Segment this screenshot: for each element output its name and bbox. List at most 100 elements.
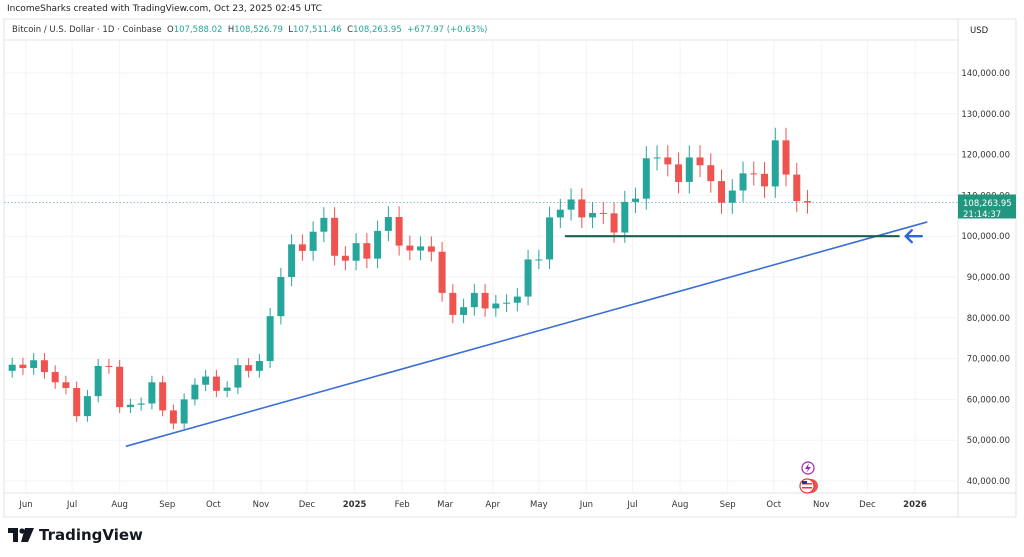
candle-down — [19, 364, 27, 368]
candle-up — [546, 217, 554, 260]
drawings[interactable] — [125, 221, 928, 448]
price-tick-label: 140,000.00 — [961, 69, 1010, 79]
time-axis[interactable]: Jun Jul Aug Sep Oct Nov Dec 2025 Feb Mar Apr May Jun… — [18, 500, 927, 510]
candle-down — [599, 212, 607, 214]
currency-label[interactable]: USD — [970, 26, 989, 36]
candle-up — [202, 376, 210, 385]
candle-up — [309, 231, 317, 251]
candle-down — [481, 292, 489, 309]
price-tick-label: 120,000.00 — [961, 151, 1010, 161]
candle-up — [255, 361, 263, 371]
candle-up — [728, 190, 736, 203]
candle-down — [169, 410, 177, 424]
time-tick-label: Feb — [395, 500, 410, 510]
close-label: C — [347, 25, 354, 35]
time-tick-label: 2025 — [343, 500, 367, 510]
candle-up — [180, 399, 188, 424]
candles — [8, 127, 812, 429]
high-label: H — [227, 25, 235, 35]
price-tick-label: 60,000.00 — [967, 395, 1010, 405]
candle-up — [771, 140, 779, 187]
open-label: O — [167, 25, 174, 35]
candle-up — [556, 209, 564, 218]
candle-down — [331, 217, 339, 256]
candle-up — [374, 230, 382, 259]
candle-down — [793, 174, 801, 202]
time-tick-label: Oct — [206, 500, 221, 510]
event-icons[interactable] — [799, 461, 818, 494]
candle-up — [191, 384, 199, 400]
price-tick-label: 80,000.00 — [967, 314, 1010, 324]
candle-down — [438, 251, 446, 293]
low-label: L — [288, 25, 294, 35]
candle-down — [363, 243, 371, 259]
candle-up — [83, 396, 91, 417]
arrow-left-icon — [904, 229, 923, 244]
time-tick-label: Nov — [813, 500, 830, 510]
candle-down — [696, 157, 704, 166]
candle-down — [406, 245, 414, 251]
candle-up — [739, 173, 747, 191]
change-value: +677.97 (+0.63%) — [407, 25, 488, 35]
candle-up — [148, 382, 156, 404]
price-tick-label: 130,000.00 — [961, 110, 1010, 120]
time-tick-label: Sep — [720, 500, 736, 510]
candle-up — [223, 387, 231, 391]
candle-down — [664, 157, 672, 165]
candle-down — [610, 213, 618, 233]
price-tick-label: 70,000.00 — [967, 355, 1010, 365]
time-tick-label: Jul — [66, 500, 77, 510]
candle-down — [718, 181, 726, 203]
time-tick-label: Mar — [437, 500, 454, 510]
high-value: 108,526.79 — [234, 25, 283, 35]
candle-down — [116, 366, 124, 408]
candle-up — [524, 259, 532, 297]
candle-down — [578, 199, 586, 218]
candle-up — [503, 302, 511, 304]
ascending-trendline[interactable] — [125, 221, 928, 448]
candle-down — [782, 140, 790, 175]
time-tick-label: Dec — [299, 500, 316, 510]
price-tick-label: 40,000.00 — [967, 477, 1010, 487]
price-axis[interactable]: 140,000.00130,000.00120,000.00110,000.00… — [961, 69, 1010, 487]
time-tick-label: Oct — [766, 500, 781, 510]
price-tag-box — [958, 194, 1016, 219]
candle-up — [513, 296, 521, 303]
candle-up — [234, 365, 242, 388]
time-tick-label: Jun — [579, 500, 593, 510]
time-tick-label: Sep — [159, 500, 175, 510]
symbol-legend: Bitcoin / U.S. Dollar · 1D · Coinbase O1… — [12, 25, 487, 35]
candle-up — [384, 217, 392, 231]
candle-up — [137, 403, 145, 405]
time-tick-label: Jul — [626, 500, 637, 510]
candle-down — [804, 201, 812, 203]
candle-down — [212, 376, 220, 391]
candle-up — [126, 404, 134, 408]
price-tick-label: 50,000.00 — [967, 436, 1010, 446]
candle-down — [449, 292, 457, 315]
tradingview-logo[interactable]: TradingView — [8, 526, 143, 544]
time-tick-label: May — [530, 500, 548, 510]
candle-up — [621, 201, 629, 233]
price-tag-value: 108,263.95 — [963, 199, 1012, 209]
candle-up — [266, 316, 274, 362]
candle-down — [395, 217, 403, 246]
candle-up — [492, 303, 500, 309]
time-tick-label: Aug — [672, 500, 689, 510]
candle-down — [750, 173, 758, 175]
candle-down — [427, 246, 435, 252]
flag-stripe-icon — [802, 487, 812, 489]
candle-down — [341, 255, 349, 261]
candle-down — [761, 173, 769, 187]
candle-up — [632, 198, 640, 202]
time-tick-label: 2026 — [903, 500, 927, 510]
symbol-name[interactable]: Bitcoin / U.S. Dollar · 1D · Coinbase — [12, 25, 162, 35]
candle-down — [707, 165, 715, 182]
chart-frame — [3, 18, 1017, 518]
open-value: 107,588.02 — [173, 25, 223, 35]
candle-down — [675, 164, 683, 182]
lightning-glyph-icon — [805, 463, 811, 473]
price-tag: 108,263.95 21:14:37 — [958, 194, 1016, 220]
candle-down — [159, 382, 167, 411]
